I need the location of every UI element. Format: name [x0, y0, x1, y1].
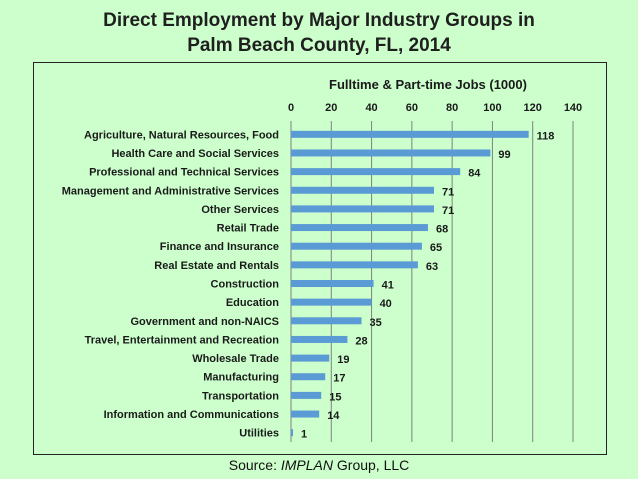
x-tick-label: 80	[446, 102, 458, 114]
x-tick-label: 100	[483, 102, 501, 114]
chart-title-line-2: Palm Beach County, FL, 2014	[187, 35, 451, 56]
bar	[291, 149, 491, 157]
bar	[291, 261, 418, 269]
source-suffix: Group, LLC	[333, 457, 410, 473]
category-label: Agriculture, Natural Resources, Food	[84, 129, 279, 141]
source-prefix: Source:	[228, 457, 281, 473]
bar	[291, 335, 348, 343]
category-label: Retail Trade	[217, 223, 279, 235]
value-label: 68	[436, 224, 448, 236]
bar	[291, 373, 326, 381]
value-label: 35	[370, 317, 382, 329]
value-label: 71	[442, 205, 454, 217]
category-label: Construction	[211, 279, 280, 291]
value-label: 63	[426, 261, 438, 273]
category-label: Finance and Insurance	[160, 241, 279, 253]
category-label: Travel, Entertainment and Recreation	[85, 334, 280, 346]
category-label: Professional and Technical Services	[89, 167, 279, 179]
bar	[291, 130, 529, 138]
value-label: 118	[537, 130, 555, 142]
chart-title-line-1: Direct Employment by Major Industry Grou…	[103, 10, 535, 31]
x-tick-label: 140	[564, 102, 582, 114]
x-tick-label: 40	[365, 102, 377, 114]
category-label: Government and non-NAICS	[130, 316, 279, 328]
x-axis-label: Fulltime & Part-time Jobs (1000)	[329, 77, 527, 92]
category-label: Utilities	[239, 428, 279, 440]
category-label: Information and Communications	[104, 409, 279, 421]
value-label: 15	[329, 391, 341, 403]
bar	[291, 410, 320, 418]
category-label: Health Care and Social Services	[111, 148, 279, 160]
bar	[291, 298, 372, 306]
bar	[291, 205, 435, 213]
category-label: Management and Administrative Services	[62, 185, 279, 197]
category-label: Real Estate and Rentals	[154, 260, 279, 272]
bar	[291, 168, 461, 176]
value-label: 14	[327, 410, 340, 422]
chart-title: Direct Employment by Major Industry Grou…	[0, 8, 638, 58]
source-note: Source: IMPLAN Group, LLC	[0, 457, 638, 473]
value-label: 41	[382, 280, 394, 292]
source-name: IMPLAN	[280, 457, 333, 473]
category-label: Wholesale Trade	[192, 353, 279, 365]
value-label: 17	[333, 373, 345, 385]
bar	[291, 429, 294, 437]
value-label: 28	[355, 335, 367, 347]
x-tick-label: 60	[406, 102, 418, 114]
bar	[291, 391, 322, 399]
value-label: 99	[498, 149, 510, 161]
x-tick-label: 20	[325, 102, 337, 114]
category-label: Education	[226, 297, 279, 309]
x-tick-label: 0	[288, 102, 294, 114]
bar	[291, 317, 362, 325]
category-label: Other Services	[201, 204, 279, 216]
value-label: 19	[337, 354, 349, 366]
value-label: 71	[442, 186, 454, 198]
category-label: Transportation	[202, 390, 279, 402]
value-label: 40	[380, 298, 392, 310]
x-tick-label: 120	[524, 102, 542, 114]
chart-frame	[33, 62, 607, 455]
category-label: Manufacturing	[203, 372, 279, 384]
value-label: 65	[430, 242, 442, 254]
bar	[291, 354, 330, 362]
value-label: 1	[301, 429, 307, 441]
bar	[291, 280, 374, 287]
bar	[291, 224, 428, 232]
bar	[291, 242, 422, 250]
bar	[291, 186, 435, 194]
value-label: 84	[468, 168, 481, 180]
